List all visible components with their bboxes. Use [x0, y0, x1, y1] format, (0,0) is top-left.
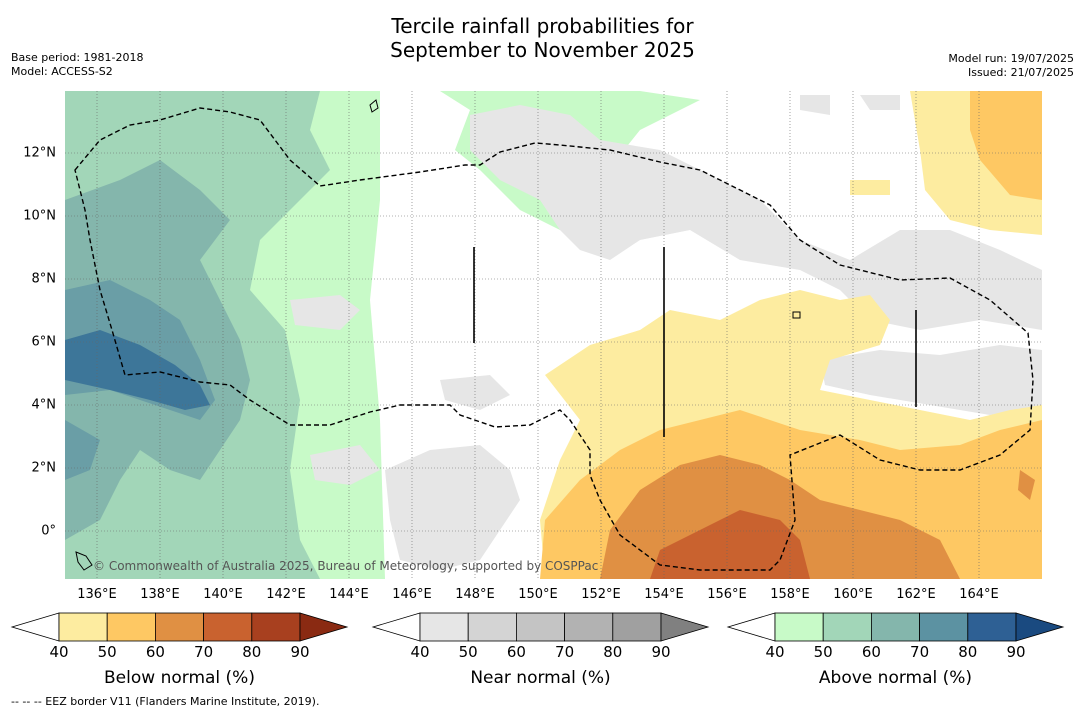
island-outline: [369, 99, 379, 113]
colorbar-tick-label: 90: [290, 643, 310, 661]
above-normal-80-90-region: [65, 330, 210, 410]
y-tick-label: 10°N: [23, 208, 56, 224]
x-tick-label: 152°E: [581, 587, 621, 602]
x-tick-label: 162°E: [896, 587, 936, 602]
x-tick-label: 144°E: [329, 587, 369, 602]
colorbar-segment: [967, 612, 1017, 642]
colorbar-tick-label: 70: [910, 643, 930, 661]
colorbar-segment: [516, 612, 566, 642]
below-normal-50-60-region: [540, 91, 1042, 579]
colorbar-tick-label: 90: [1006, 643, 1026, 661]
colorbar-title: Near normal (%): [470, 668, 611, 688]
colorbar-tick-label: 60: [506, 643, 526, 661]
x-tick-label: 140°E: [203, 587, 243, 602]
island-outline: [75, 551, 93, 571]
colorbar-extend-high: [299, 612, 349, 642]
colorbar-extend-high: [1015, 612, 1065, 642]
model-run-text: Model run: 19/07/2025: [948, 52, 1074, 65]
colorbar-tick-label: 70: [194, 643, 214, 661]
title-line-1: Tercile rainfall probabilities for: [391, 14, 694, 38]
y-tick-label: 0°: [41, 523, 56, 539]
colorbar-extend-low: [10, 612, 60, 642]
colorbar-segment: [419, 612, 469, 642]
title-line-2: September to November 2025: [390, 38, 695, 62]
colorbar-tick-label: 90: [651, 643, 671, 661]
colorbar-segment: [612, 612, 662, 642]
colorbar-tick-label: 40: [410, 643, 430, 661]
model-text: Model: ACCESS-S2: [11, 65, 113, 78]
colorbar-segment: [822, 612, 872, 642]
chart-title: Tercile rainfall probabilities for Septe…: [0, 14, 1085, 62]
colorbars: [10, 612, 1065, 642]
eez-border-line: [74, 107, 1034, 571]
meta-left: Base period: 1981-2018 Model: ACCESS-S2: [11, 51, 143, 79]
colorbar-tick-label: 50: [813, 643, 833, 661]
colorbar-tick-label: 80: [958, 643, 978, 661]
eez-footnote: -- -- -- EEZ border V11 (Flanders Marine…: [11, 695, 320, 708]
map-panel: © Commonwealth of Australia 2025, Bureau…: [65, 91, 1042, 579]
colorbar-extend-low: [371, 612, 421, 642]
colorbar-title: Above normal (%): [818, 668, 973, 688]
island-markers: [473, 247, 917, 437]
colorbar-tick-label: 70: [555, 643, 575, 661]
colorbar-tick-label: 80: [242, 643, 262, 661]
near-normal-40-50-region: [290, 95, 1042, 570]
x-tick-label: 142°E: [266, 587, 306, 602]
colorbar-tick-label: 80: [603, 643, 623, 661]
colorbar-segment: [564, 612, 614, 642]
x-tick-label: 138°E: [140, 587, 180, 602]
colorbar-tick-label: 40: [49, 643, 69, 661]
x-tick-label: 136°E: [77, 587, 117, 602]
colorbar-title: Below normal (%): [104, 668, 255, 688]
colorbar-segment: [58, 612, 108, 642]
colorbar-tick-label: 60: [145, 643, 165, 661]
meta-right: Model run: 19/07/2025 Issued: 21/07/2025: [948, 52, 1074, 80]
colorbar-extend-low: [726, 612, 776, 642]
colorbar-tick-label: 50: [97, 643, 117, 661]
x-tick-label: 158°E: [770, 587, 810, 602]
colorbar-segment: [871, 612, 921, 642]
colorbar-tick-label: 40: [765, 643, 785, 661]
colorbar-segment: [106, 612, 156, 642]
island-outlines: [75, 99, 801, 571]
colorbar-segment: [919, 612, 969, 642]
colorbar-segment: [154, 612, 204, 642]
colorbar-segment: [467, 612, 517, 642]
y-tick-label: 8°N: [31, 271, 57, 287]
x-tick-label: 154°E: [644, 587, 684, 602]
x-tick-label: 146°E: [392, 587, 432, 602]
y-tick-label: 6°N: [31, 334, 57, 350]
x-tick-label: 160°E: [833, 587, 873, 602]
copyright-text: © Commonwealth of Australia 2025, Bureau…: [93, 559, 598, 573]
colorbar-tick-label: 60: [861, 643, 881, 661]
y-tick-label: 4°N: [31, 397, 57, 413]
gridlines: [65, 91, 1042, 579]
x-tick-label: 156°E: [707, 587, 747, 602]
issued-text: Issued: 21/07/2025: [967, 66, 1074, 79]
island-outline: [792, 311, 801, 319]
colorbar-segment: [774, 612, 824, 642]
colorbar-segment: [203, 612, 253, 642]
below-normal-70-80-region: [650, 510, 810, 579]
x-tick-label: 150°E: [518, 587, 558, 602]
colorbar-segment: [251, 612, 301, 642]
y-tick-label: 2°N: [31, 460, 57, 476]
y-tick-label: 12°N: [23, 145, 56, 161]
colorbar-tick-label: 50: [458, 643, 478, 661]
x-tick-label: 148°E: [455, 587, 495, 602]
base-period-text: Base period: 1981-2018: [11, 51, 144, 64]
colorbar-extend-high: [660, 612, 710, 642]
x-tick-label: 164°E: [959, 587, 999, 602]
